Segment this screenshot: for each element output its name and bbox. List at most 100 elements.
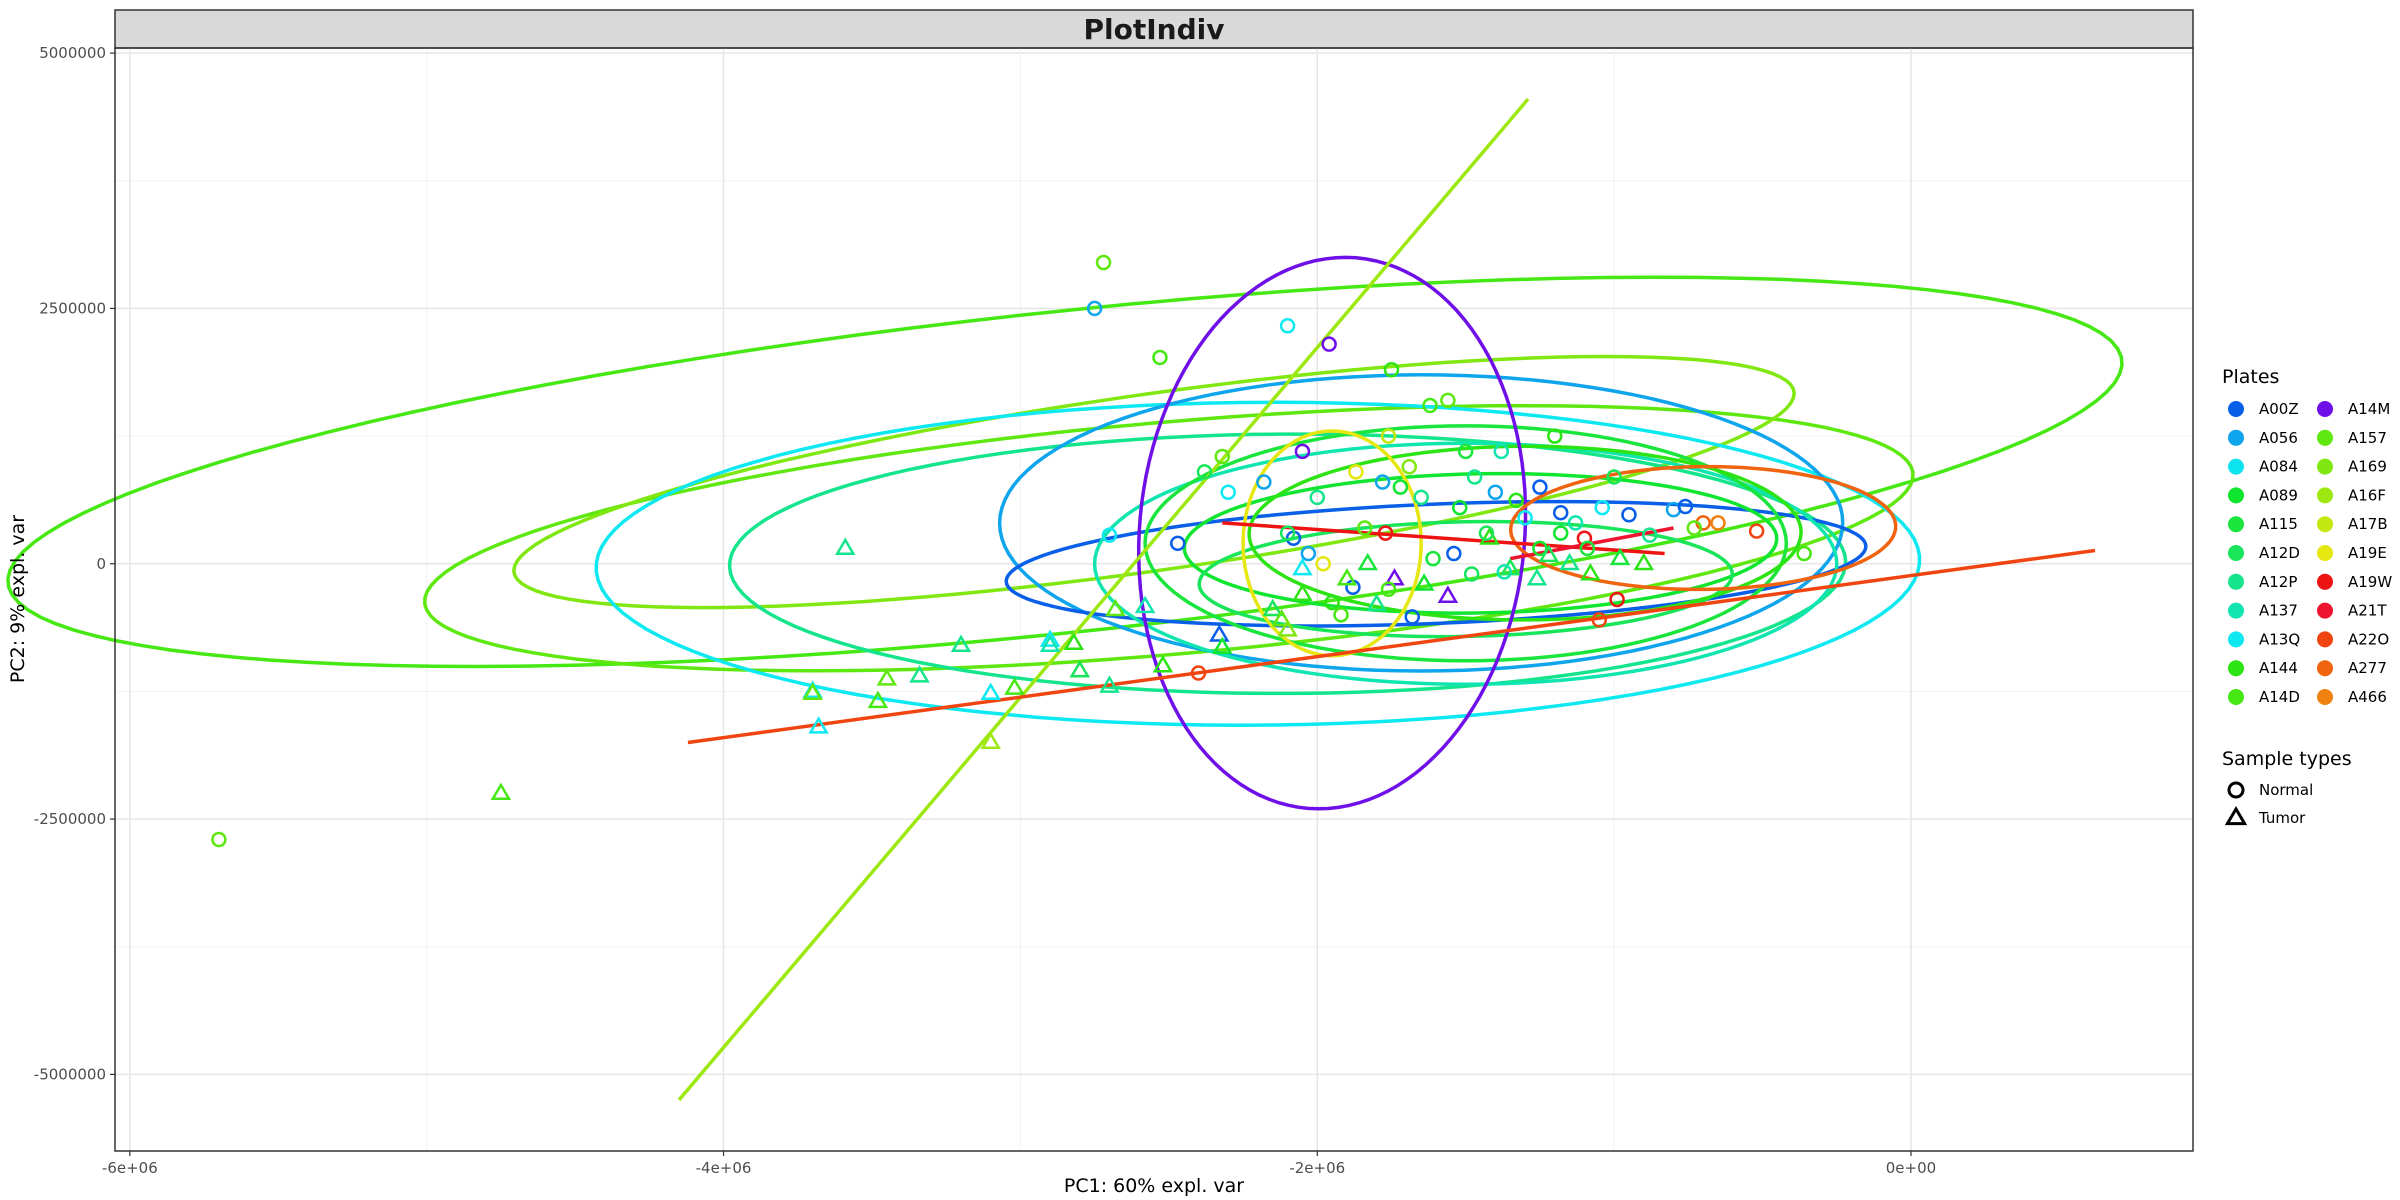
point-normal-a13q [1279,318,1296,334]
point-normal-a137 [1496,564,1513,580]
ellipse-a089 [1182,471,1779,615]
legend-swatch-a144 [2228,660,2244,677]
point-normal-a144 [1324,594,1340,611]
point-tumor-a00z [1209,624,1230,642]
x-tick-label: 0e+00 [1886,1159,1936,1177]
point-normal-a157 [1686,520,1703,536]
legend-swatch-a00z [2228,401,2244,417]
point-normal-a137 [1567,515,1584,531]
point-normal-a14d [1380,581,1397,598]
point-normal-a466 [1710,515,1726,531]
chart-title: PlotIndiv [1084,13,1225,46]
legend-tumor-icon [2224,806,2248,826]
legend-swatch-a13q [2228,631,2244,648]
point-normal-a00z [1621,506,1637,523]
point-tumor-a12d [1069,660,1091,678]
point-tumor-a157 [876,668,898,686]
point-normal-a115 [1579,540,1596,557]
point-normal-a157 [1095,254,1112,271]
point-normal-a00z [1446,545,1462,562]
point-normal-a17b [1380,428,1397,444]
point-normal-a00z [1404,609,1421,625]
point-normal-a056 [1487,484,1504,501]
point-tumor-a13q [1292,557,1313,576]
point-normal-a157 [1214,448,1231,465]
legend-swatch-a21t [2317,602,2333,619]
point-normal-a12d [1463,566,1480,582]
point-normal-a19w [1576,530,1593,546]
ellipse-a14m [1136,255,1528,811]
point-tumor-a12p [835,537,856,555]
point-tumor-a144 [1479,527,1500,545]
point-normal-a12p [1466,469,1483,485]
point-normal-a13q [1594,499,1611,516]
legend-swatch-a084 [2228,458,2244,475]
legend-label-a466: A466 [2348,688,2387,706]
legend-swatch-a466 [2317,689,2333,705]
legend-label-a00z: A00Z [2259,400,2299,418]
point-normal-a089 [1532,540,1548,557]
point-normal-a144 [1383,361,1400,378]
segment-a16f [677,97,1530,1102]
point-normal-a12p [1309,489,1326,506]
legend-swatch-a17b [2317,516,2333,533]
point-normal-a056 [1374,474,1391,490]
x-axis-ticks: -6e+06 -4e+06 -2e+06 0e+00 [102,1151,1936,1177]
point-normal-a12d [1606,469,1622,485]
point-normal-a144 [1547,428,1563,444]
point-tumor-a137 [1039,634,1061,652]
point-normal-a12d [1478,525,1495,541]
legend-swatch-a169 [2317,458,2333,475]
point-tumor-a115 [1357,552,1378,571]
point-normal-a19w [1377,525,1394,541]
y-axis-ticks: -5000000 -2500000 0 2500000 5000000 [34,44,115,1083]
point-normal-a089 [1452,499,1468,516]
ellipse-a157 [423,403,1915,673]
y-tick-label: 2500000 [39,299,106,317]
point-normal-a14d [1422,397,1438,414]
point-normal-a12p [1642,527,1658,543]
legend-label-a12d: A12D [2259,544,2300,562]
point-normal-a13q [1220,484,1236,501]
legend-swatch-a12p [2228,573,2244,590]
legend-swatch-a16f [2317,487,2333,504]
legend-label-a137: A137 [2259,602,2298,620]
legend-label-a277: A277 [2348,659,2387,677]
point-normal-a14d [1333,607,1349,623]
ellipse-a14d [6,275,2124,669]
point-tumor-a144 [1292,583,1313,601]
point-tumor-a16f [980,731,1001,750]
legend-label-a157: A157 [2348,429,2387,447]
ellipse-layer [6,255,2124,811]
x-tick-label: -4e+06 [696,1159,752,1177]
point-normal-a19e [1315,556,1331,572]
point-tumor-a12p [1559,552,1580,571]
legend-label-normal: Normal [2259,781,2313,799]
point-normal-a22o [1591,612,1608,628]
legend-swatch-a137 [2228,602,2244,619]
point-tumor-a144 [1580,563,1601,581]
legend-swatch-a19e [2317,545,2333,561]
point-layer [211,254,1812,848]
x-tick-label: -2e+06 [1289,1159,1345,1177]
point-normal-a00z [1552,504,1569,521]
point-tumor-a157 [1271,608,1292,627]
legend-label-a19w: A19W [2348,573,2392,591]
point-tumor-a14m [1437,585,1459,603]
point-normal-a115 [1425,550,1441,567]
point-normal-a12d [1279,525,1296,541]
point-tumor-a14d [1004,677,1025,695]
plates-legend-title: Plates [2222,366,2279,388]
title-strip [114,9,2194,49]
legend-swatch-a157 [2317,429,2333,446]
point-tumor-a12d [1262,598,1283,617]
segment-a22o [687,548,2096,745]
point-normal-a14m [1321,336,1337,352]
point-tumor-a089 [1212,636,1233,655]
point-tumor-a115 [1609,547,1631,566]
point-tumor-a14d [867,690,889,709]
point-tumor-a13q [808,716,829,734]
point-normal-a22o [1190,665,1207,681]
